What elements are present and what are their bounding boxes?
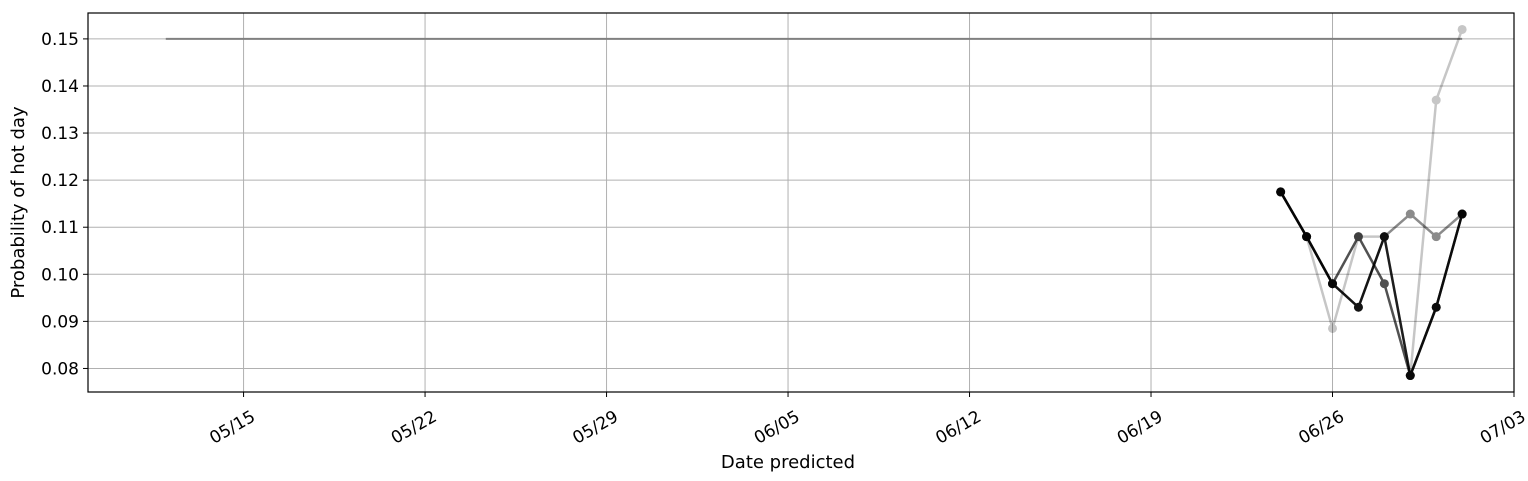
y-tick-label: 0.15: [41, 30, 79, 50]
data-point: [1431, 232, 1441, 242]
y-tick-label: 0.12: [41, 171, 79, 191]
series-layer: [165, 24, 1467, 381]
y-tick-label: 0.14: [41, 77, 79, 97]
series-2: [1276, 187, 1467, 312]
y-axis-label: Probability of hot day: [8, 106, 29, 299]
series-line: [1279, 29, 1464, 377]
series-4: [1276, 187, 1467, 381]
y-tick-label: 0.09: [41, 312, 79, 332]
data-point: [1353, 232, 1363, 242]
x-tick-label: 06/26: [1295, 407, 1347, 449]
x-tick-label: 07/03: [1477, 407, 1528, 449]
x-tick-label: 06/05: [751, 407, 803, 449]
y-axis-ticks: 0.08 0.09 0.10 0.11 0.12 0.13 0.14 0.15: [41, 30, 88, 379]
x-tick-label: 06/12: [932, 407, 984, 449]
series-line: [1279, 191, 1464, 377]
x-tick-label: 05/15: [206, 407, 258, 449]
data-point: [1405, 209, 1415, 219]
data-point: [1431, 95, 1441, 105]
data-point: [1302, 232, 1312, 242]
data-point: [1328, 323, 1338, 333]
data-point: [1328, 279, 1338, 289]
data-point: [1379, 279, 1389, 289]
y-tick-label: 0.08: [41, 359, 79, 379]
data-point: [1379, 232, 1389, 242]
series-line: [1279, 191, 1463, 309]
data-point: [1353, 302, 1363, 312]
data-point: [1457, 24, 1467, 34]
x-axis-ticks: 05/15 05/22 05/29 06/05 06/12 06/19 06/26 07/03: [206, 392, 1528, 449]
x-tick-label: 06/19: [1114, 407, 1166, 449]
x-tick-label: 05/22: [388, 407, 440, 449]
y-tick-label: 0.13: [41, 124, 79, 144]
series-3: [1276, 187, 1467, 381]
y-tick-label: 0.10: [41, 265, 79, 285]
data-point: [1405, 371, 1415, 381]
data-point: [1457, 209, 1467, 219]
x-tick-label: 05/29: [569, 407, 621, 449]
grid-lines: [88, 13, 1515, 392]
series-1: [1276, 24, 1467, 381]
series-line: [1279, 191, 1464, 377]
data-point: [1276, 187, 1286, 197]
plot-frame: [87, 12, 1515, 393]
y-tick-label: 0.11: [41, 218, 79, 238]
data-point: [1431, 302, 1441, 312]
x-axis-label: Date predicted: [721, 452, 855, 473]
